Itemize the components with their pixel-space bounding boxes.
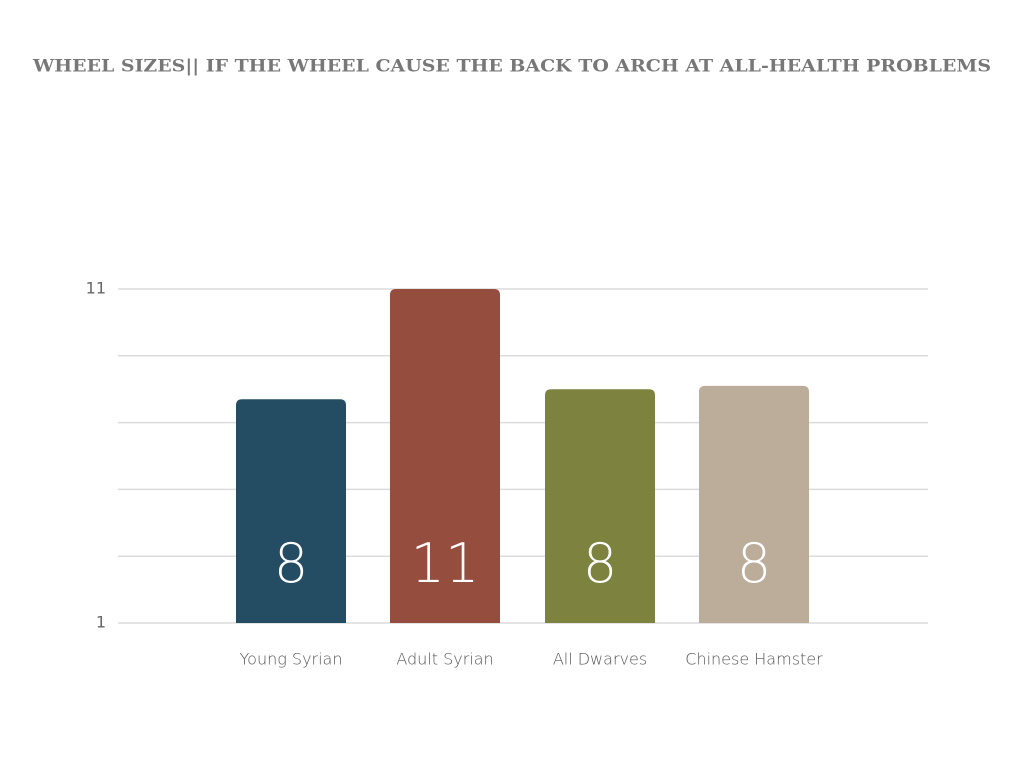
chart-title: WHEEL SIZES|| IF THE WHEEL CAUSE THE BAC… — [32, 57, 991, 77]
x-tick-label: All Dwarves — [553, 650, 647, 669]
x-tick-label: Adult Syrian — [396, 650, 493, 669]
bar — [699, 385, 809, 623]
x-tick-label: Young Syrian — [240, 650, 343, 669]
value-label: 8 — [583, 532, 617, 595]
y-tick-label: 11 — [86, 279, 106, 298]
y-tick-label: 1 — [96, 613, 106, 632]
bar — [545, 389, 655, 623]
bar — [236, 399, 346, 623]
value-label: 8 — [737, 532, 771, 595]
x-tick-label: Chinese Hamster — [685, 650, 823, 669]
value-label: 8 — [274, 532, 308, 595]
bar — [390, 289, 500, 623]
value-label: 11 — [411, 532, 480, 595]
